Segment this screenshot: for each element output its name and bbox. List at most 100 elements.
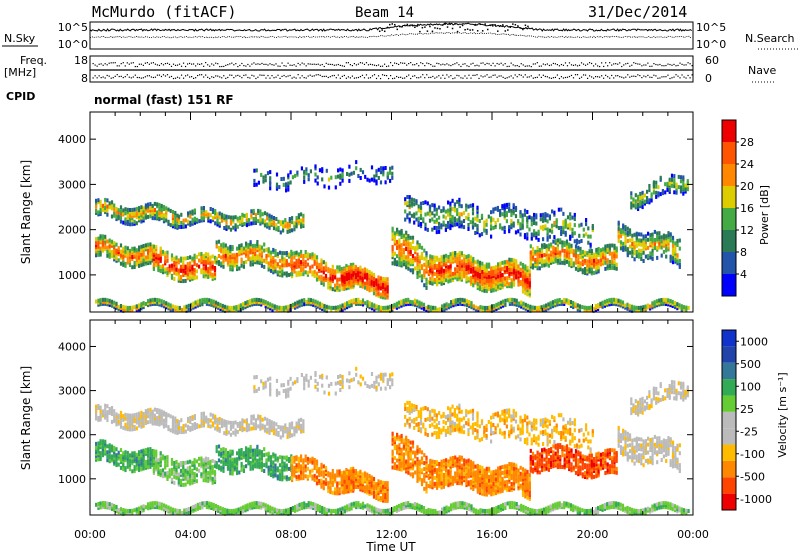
nave-dot xyxy=(436,76,438,78)
power-cell xyxy=(296,172,299,177)
power-cell xyxy=(216,218,219,223)
power-cell xyxy=(402,298,405,303)
power-cell xyxy=(332,305,335,310)
power-cell xyxy=(664,302,668,306)
power-cell xyxy=(384,279,387,284)
power-cell xyxy=(456,267,459,272)
power-cell xyxy=(269,250,273,255)
nave-dot xyxy=(588,62,591,64)
power-cell xyxy=(377,305,380,310)
power-cell xyxy=(191,268,194,273)
power-cell xyxy=(515,273,518,278)
power-cell xyxy=(433,225,436,230)
power-cell xyxy=(580,239,583,243)
power-cell xyxy=(375,292,378,297)
nave-dot xyxy=(476,64,478,66)
power-cell xyxy=(427,259,430,264)
nave-dot xyxy=(325,62,327,64)
velocity-cell xyxy=(193,422,196,426)
power-cell xyxy=(226,246,230,251)
nave-dot xyxy=(341,75,343,78)
power-cell xyxy=(449,252,452,257)
power-cell xyxy=(570,262,573,267)
power-cell xyxy=(478,279,482,284)
power-cell xyxy=(405,261,408,266)
power-cell xyxy=(101,244,104,249)
power-cell xyxy=(272,264,275,269)
power-cell xyxy=(106,204,109,209)
power-cell xyxy=(297,258,300,263)
nave-dot xyxy=(126,62,128,64)
nave-dot xyxy=(201,74,203,76)
power-cell xyxy=(222,242,225,247)
power-cell xyxy=(220,249,223,254)
nave-dot xyxy=(418,77,420,79)
power-cell xyxy=(159,258,162,263)
power-cell xyxy=(521,213,524,218)
power-cell xyxy=(349,279,352,284)
power-cell xyxy=(440,209,443,214)
power-cell xyxy=(442,274,445,279)
power-cell xyxy=(204,272,207,277)
velocity-cell xyxy=(243,419,246,424)
power-cell xyxy=(505,205,508,209)
power-cell xyxy=(160,299,163,304)
power-cell xyxy=(404,300,407,305)
power-cell xyxy=(624,239,627,244)
power-cell xyxy=(258,244,261,249)
power-cell xyxy=(653,238,656,242)
nave-dot xyxy=(114,75,116,77)
power-cell xyxy=(661,189,664,193)
power-cell xyxy=(514,214,518,219)
velocity-cell xyxy=(169,414,172,419)
power-cell xyxy=(217,301,220,306)
power-cell xyxy=(488,264,491,269)
power-cell xyxy=(476,207,479,212)
power-cell xyxy=(670,177,674,182)
power-cell xyxy=(275,172,279,177)
power-cell xyxy=(649,251,652,256)
power-cell xyxy=(433,213,436,218)
power-cell xyxy=(264,174,267,179)
power-cell xyxy=(276,252,279,257)
nave-dot xyxy=(627,62,629,64)
power-cell xyxy=(535,215,538,220)
power-cell xyxy=(537,237,540,242)
power-cell xyxy=(260,245,263,250)
nave-dot xyxy=(341,65,343,67)
power-cell xyxy=(606,264,609,269)
nave-dot xyxy=(576,65,579,67)
power-cell xyxy=(405,242,408,247)
power-cell xyxy=(386,281,389,286)
power-cell xyxy=(393,257,396,262)
power-cell xyxy=(506,276,509,281)
power-cell xyxy=(331,287,334,292)
power-cell xyxy=(350,299,353,304)
power-cell xyxy=(322,270,325,275)
power-cell xyxy=(300,300,303,305)
power-cell xyxy=(582,233,585,238)
nave-dot xyxy=(460,77,462,79)
freq-left-label-1: Freq. xyxy=(20,54,47,67)
power-cell xyxy=(630,195,633,200)
power-cell xyxy=(315,265,319,270)
power-cell xyxy=(562,211,565,216)
power-cell xyxy=(665,234,668,239)
power-cell xyxy=(465,207,468,212)
power-cell xyxy=(673,184,676,189)
power-cell xyxy=(364,301,367,306)
power-cell xyxy=(460,251,463,256)
power-cell xyxy=(411,254,415,258)
power-cell xyxy=(666,181,669,186)
power-cell xyxy=(476,273,479,278)
nave-dot xyxy=(142,77,144,79)
power-cell xyxy=(590,259,593,264)
power-cell xyxy=(519,271,522,276)
velocity-cell xyxy=(218,417,221,421)
power-cell xyxy=(398,302,401,307)
power-cell xyxy=(530,236,533,241)
power-cell xyxy=(619,246,623,251)
power-cell xyxy=(191,209,194,214)
nave-dot xyxy=(106,64,108,66)
power-cell xyxy=(447,265,450,270)
